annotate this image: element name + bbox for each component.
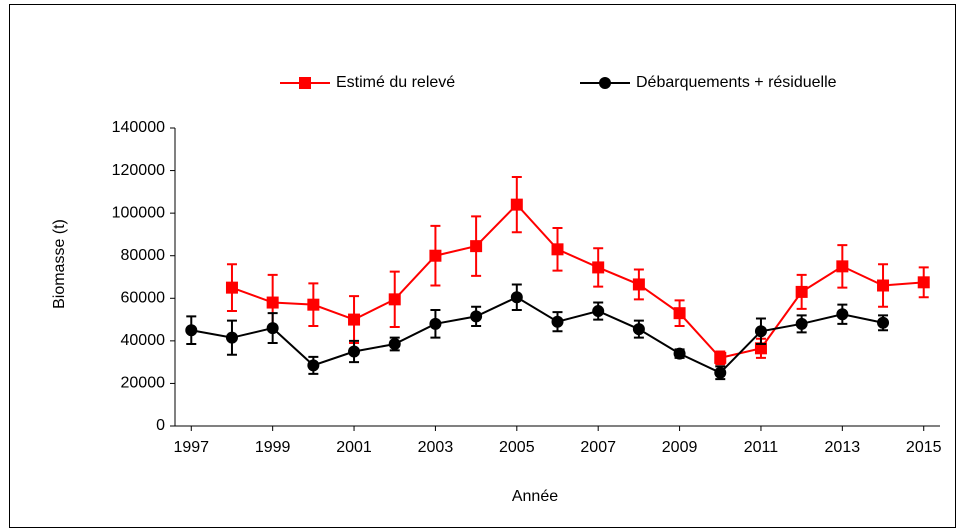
x-tick-label: 2001 bbox=[336, 439, 372, 456]
marker bbox=[592, 261, 605, 274]
marker bbox=[348, 313, 361, 326]
y-tick-label: 80000 bbox=[121, 247, 166, 264]
marker bbox=[510, 291, 523, 304]
marker bbox=[673, 347, 686, 360]
marker bbox=[225, 281, 238, 294]
marker bbox=[592, 305, 605, 318]
y-axis-label: Biomasse (t) bbox=[51, 219, 68, 309]
y-tick-label: 120000 bbox=[112, 162, 165, 179]
marker bbox=[388, 293, 401, 306]
legend-label: Estimé du relevé bbox=[336, 74, 455, 91]
x-tick-label: 2015 bbox=[906, 439, 942, 456]
marker bbox=[470, 310, 483, 323]
marker bbox=[632, 323, 645, 336]
marker bbox=[714, 366, 727, 379]
marker bbox=[673, 307, 686, 320]
x-tick-label: 2005 bbox=[499, 439, 535, 456]
marker bbox=[551, 243, 564, 256]
marker bbox=[266, 322, 279, 335]
marker bbox=[266, 296, 279, 309]
y-tick-label: 100000 bbox=[112, 204, 165, 221]
y-tick-label: 20000 bbox=[121, 375, 166, 392]
marker bbox=[836, 308, 849, 321]
x-axis-label: Année bbox=[512, 488, 558, 505]
marker bbox=[795, 317, 808, 330]
marker bbox=[632, 278, 645, 291]
marker bbox=[299, 77, 311, 89]
x-tick-label: 1999 bbox=[255, 439, 291, 456]
y-tick-label: 140000 bbox=[112, 119, 165, 136]
frame bbox=[9, 4, 956, 528]
x-tick-label: 2007 bbox=[580, 439, 616, 456]
marker bbox=[429, 249, 442, 262]
marker bbox=[510, 198, 523, 211]
marker bbox=[225, 331, 238, 344]
x-tick-label: 1997 bbox=[173, 439, 209, 456]
marker bbox=[754, 325, 767, 338]
marker bbox=[599, 77, 611, 89]
marker bbox=[307, 359, 320, 372]
marker bbox=[348, 345, 361, 358]
marker bbox=[754, 342, 767, 355]
marker bbox=[714, 351, 727, 364]
series-line bbox=[191, 296, 884, 374]
y-tick-label: 40000 bbox=[121, 332, 166, 349]
marker bbox=[877, 279, 890, 292]
y-tick-label: 60000 bbox=[121, 290, 166, 307]
marker bbox=[836, 260, 849, 273]
x-tick-label: 2013 bbox=[825, 439, 861, 456]
marker bbox=[551, 315, 564, 328]
series-line bbox=[231, 203, 924, 359]
marker bbox=[429, 317, 442, 330]
y-tick-label: 0 bbox=[156, 417, 165, 434]
marker bbox=[795, 285, 808, 298]
x-tick-label: 2003 bbox=[418, 439, 454, 456]
marker bbox=[877, 316, 890, 329]
x-tick-label: 2009 bbox=[662, 439, 698, 456]
marker bbox=[307, 298, 320, 311]
legend-label: Débarquements + résiduelle bbox=[636, 74, 837, 91]
x-tick-label: 2011 bbox=[744, 439, 779, 456]
marker bbox=[470, 240, 483, 253]
marker bbox=[917, 276, 930, 289]
marker bbox=[388, 338, 401, 351]
marker bbox=[185, 324, 198, 337]
